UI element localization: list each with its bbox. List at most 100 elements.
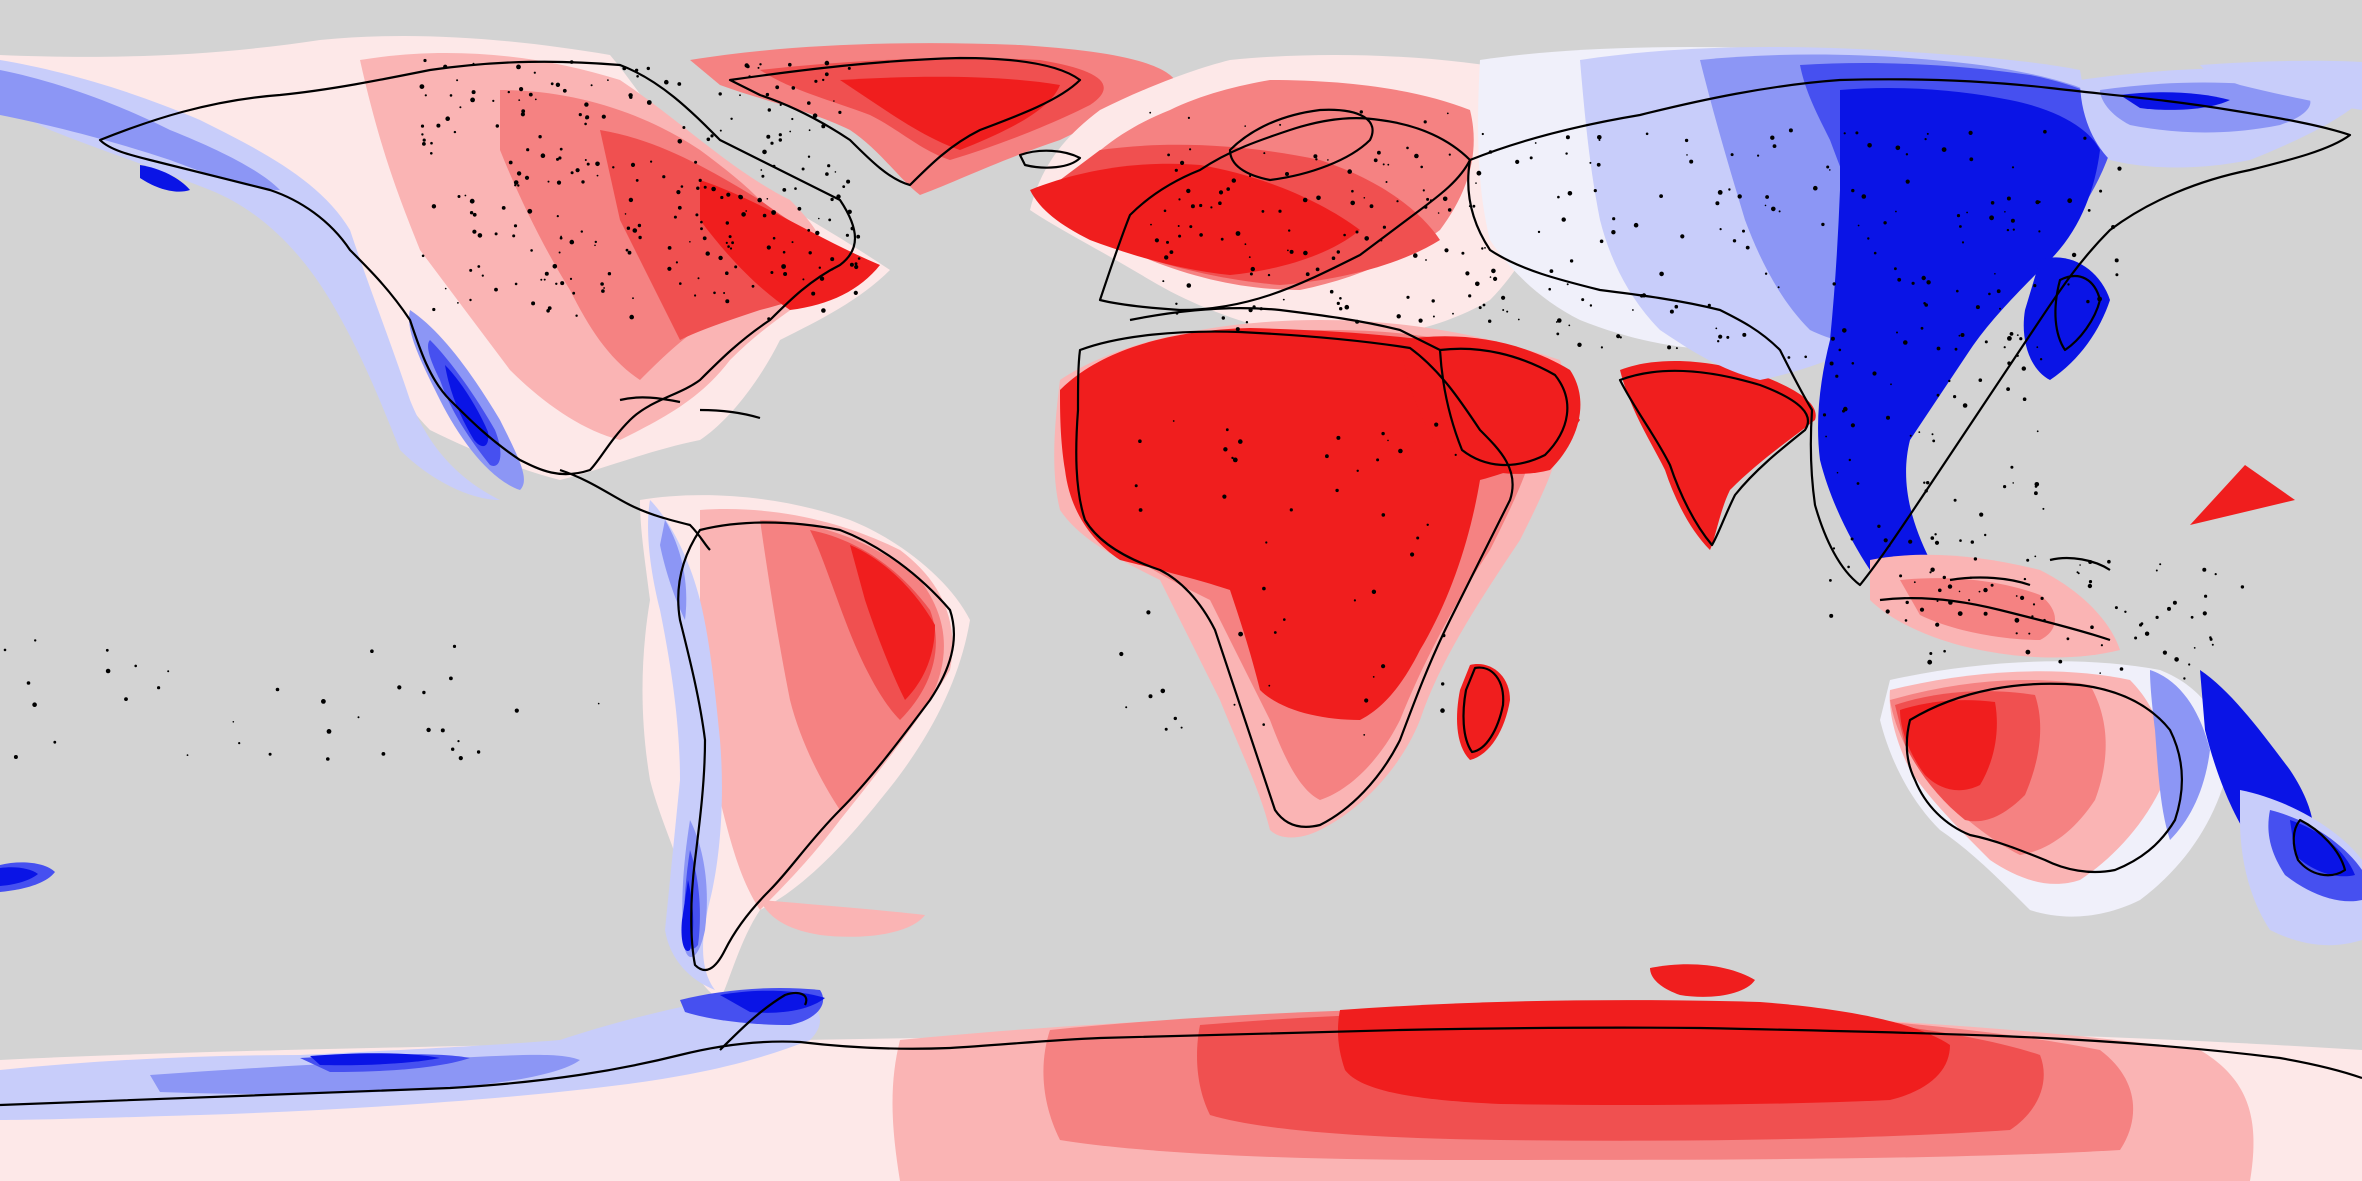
speckle-dot	[2032, 603, 2036, 606]
speckle-dot	[1475, 182, 1477, 184]
speckle-dot	[1850, 423, 1855, 428]
speckle-dot	[630, 162, 636, 167]
speckle-dot	[445, 116, 451, 121]
speckle-dot	[662, 175, 666, 179]
speckle-dot	[1478, 306, 1482, 310]
speckle-dot	[1929, 571, 1932, 574]
speckle-dot	[1929, 652, 1933, 655]
speckle-dot	[1829, 579, 1832, 582]
speckle-dot	[1373, 158, 1378, 163]
speckle-dot	[766, 245, 771, 250]
speckle-dot	[1534, 142, 1537, 144]
speckle-dot	[1675, 347, 1678, 350]
speckle-dot	[2079, 564, 2081, 566]
speckle-dot	[1410, 552, 1415, 557]
speckle-dot	[1568, 324, 1571, 327]
speckle-dot	[167, 670, 170, 673]
speckle-dot	[53, 740, 57, 744]
speckle-dot	[697, 277, 700, 280]
speckle-dot	[1886, 415, 1890, 420]
speckle-dot	[1262, 586, 1266, 591]
speckle-dot	[1936, 600, 1939, 602]
speckle-dot	[540, 278, 543, 281]
speckle-dot	[1475, 281, 1480, 287]
speckle-dot	[710, 134, 714, 138]
speckle-dot	[629, 314, 634, 320]
speckle-dot	[1990, 583, 1994, 587]
speckle-dot	[1913, 581, 1916, 584]
speckle-dot	[728, 235, 732, 239]
speckle-dot	[556, 180, 562, 185]
speckle-dot	[26, 681, 31, 685]
speckle-dot	[1850, 537, 1854, 541]
speckle-dot	[477, 265, 481, 268]
speckle-dot	[586, 162, 590, 166]
speckle-dot	[729, 247, 733, 250]
speckle-dot	[517, 184, 520, 187]
speckle-dot	[1975, 305, 1980, 310]
speckle-dot	[1175, 311, 1179, 315]
speckle-dot	[677, 205, 682, 210]
speckle-dot	[2100, 644, 2103, 647]
speckle-dot	[2139, 623, 2143, 627]
speckle-dot	[854, 262, 858, 266]
speckle-dot	[748, 75, 751, 78]
speckle-dot	[1838, 348, 1842, 352]
speckle-dot	[1287, 249, 1289, 252]
speckle-dot	[1537, 230, 1541, 234]
speckle-dot	[422, 138, 426, 142]
speckle-dot	[1279, 123, 1282, 126]
speckle-dot	[1414, 153, 1419, 159]
speckle-dot	[2006, 228, 2010, 232]
speckle-dot	[2202, 611, 2207, 616]
speckle-dot	[1632, 309, 1634, 311]
speckle-dot	[1567, 191, 1573, 196]
speckle-dot	[569, 239, 575, 245]
speckle-dot	[802, 278, 805, 281]
speckle-dot	[1210, 206, 1213, 209]
speckle-dot	[544, 271, 549, 276]
speckle-dot	[807, 228, 811, 232]
speckle-dot	[607, 79, 609, 81]
speckle-dot	[1369, 204, 1374, 209]
speckle-dot	[1416, 536, 1420, 540]
speckle-dot	[2114, 606, 2118, 610]
speckle-dot	[1557, 195, 1560, 199]
speckle-dot	[543, 278, 546, 281]
speckle-dot	[1481, 247, 1484, 250]
speckle-dot	[1930, 567, 1935, 572]
speckle-dot	[1934, 540, 1940, 545]
speckle-dot	[1259, 307, 1263, 311]
speckle-dot	[1855, 131, 1859, 135]
speckle-dot	[635, 179, 639, 182]
speckle-dot	[1406, 146, 1409, 150]
speckle-dot	[1437, 212, 1440, 214]
coastlines	[0, 56, 2362, 1107]
speckle-dot	[765, 92, 770, 97]
speckle-dot	[677, 139, 683, 144]
speckle-dot	[507, 90, 510, 94]
speckle-dot	[2183, 677, 2186, 680]
speckle-dot	[1278, 209, 1282, 213]
speckle-dot	[2011, 166, 2015, 169]
speckle-dot	[788, 62, 792, 67]
speckle-dot	[727, 245, 730, 248]
speckle-dot	[472, 229, 477, 234]
speckle-dot	[2025, 649, 2031, 655]
speckle-dot	[789, 130, 792, 133]
speckle-dot	[555, 282, 558, 285]
speckle-dot	[1336, 250, 1341, 254]
speckle-dot	[1353, 599, 1356, 602]
speckle-dot	[2174, 657, 2179, 662]
speckle-dot	[1843, 132, 1846, 135]
speckle-dot	[1289, 508, 1293, 512]
speckle-dot	[725, 299, 730, 304]
speckle-dot	[738, 195, 743, 200]
speckle-dot	[1441, 633, 1446, 638]
speckle-dot	[559, 236, 563, 240]
speckle-dot	[1169, 250, 1174, 255]
speckle-dot	[1265, 541, 1268, 544]
speckle-dot	[694, 160, 698, 164]
speckle-dot	[801, 167, 805, 171]
